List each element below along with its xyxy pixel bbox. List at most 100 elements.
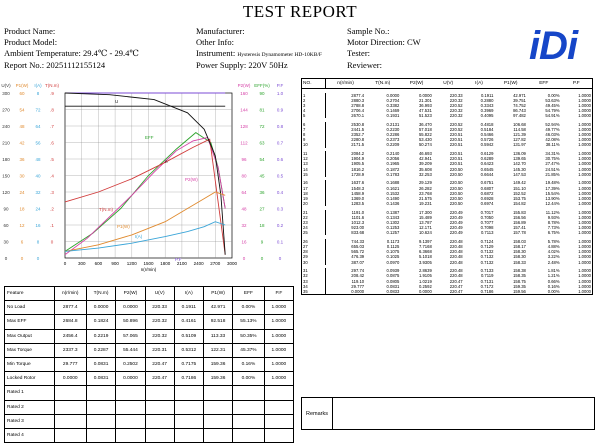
header-left: Product Name: Product Model: Ambient Tem… — [4, 26, 139, 71]
right-axis-tick: 48 — [241, 207, 247, 212]
feature-cell: 113.33 — [202, 328, 234, 344]
right-axis-tick: 80 — [241, 174, 247, 179]
table-cell: 157.41 — [513, 225, 526, 231]
series-line — [64, 191, 226, 252]
feature-row: Min Torque 29.777 0.0831 0.2502 220.47 0.7175… — [4, 356, 295, 373]
right-axis-tick: 0 — [279, 256, 282, 261]
group-spacer-cell — [301, 147, 593, 152]
table-cell: 1.0000 — [578, 195, 591, 201]
table-cell: 0.6644 — [480, 171, 494, 177]
reviewer-label: Reviewer: — [347, 59, 382, 70]
group-spacer — [301, 176, 593, 181]
table-cell: 1.0000 — [578, 254, 591, 260]
table-cell: 149.42 — [513, 180, 526, 186]
right-axis-tick: 0.1 — [277, 240, 284, 245]
table-cell: 153.75 — [513, 195, 526, 201]
table-cell: 1.0000 — [578, 278, 591, 284]
x-tick-label: 2100 — [177, 261, 188, 266]
performance-chart: 0 300 600 900 1200 1500 1800 2100 2400 2700 3000n(… — [1, 83, 284, 272]
table-cell: 17.300 — [418, 209, 432, 215]
feature-row: No Load 2877.4 0.0000 0.0000 220.33 0.1911 42.… — [4, 300, 295, 316]
table-cell: 0.1125 — [386, 244, 400, 250]
left-axis-tick: 12 — [19, 223, 25, 228]
feature-cell: Locked Rotor — [4, 371, 55, 387]
right-axis-tick: 160 — [240, 91, 248, 96]
table-row: 19 1369.0 0.1490 21.575 220.50 0.6928 153.75 13… — [301, 195, 593, 201]
table-cell: 24 — [301, 225, 326, 231]
table-cell: 156.56 — [513, 214, 526, 220]
left-axis-tick: 8 — [37, 240, 40, 245]
header-right: Sample No.: Motor Direction: CW Tester: … — [347, 26, 421, 71]
axis-header: T(N.m) — [45, 83, 59, 88]
feature-cell: No Load — [4, 300, 55, 316]
table-cell: 1.0000 — [578, 142, 591, 148]
table-cell: 142.70 — [513, 161, 526, 167]
table-cell: 0.1490 — [386, 195, 400, 201]
right-axis-tick: 36 — [259, 190, 265, 195]
table-cell: 22 — [301, 214, 326, 220]
table-cell: 158.75 — [513, 278, 526, 284]
table-cell: 30 — [301, 259, 326, 265]
right-axis-tick: 54 — [259, 157, 265, 162]
feature-cell: 92.518 — [202, 314, 234, 330]
table-cell: 159.35 — [513, 283, 526, 289]
x-axis-label: n(r/min) — [141, 267, 157, 272]
table-cell: 1 — [301, 92, 326, 98]
feature-cell: 1.0000 — [263, 300, 295, 316]
feature-cell: 0.0831 — [85, 356, 117, 373]
feature-col-header: P.F — [263, 285, 295, 302]
table-row: 6 2530.8 0.2131 36.470 220.52 0.4818 106.68 52.… — [301, 121, 593, 127]
feature-cell — [232, 399, 265, 415]
feature-cell — [202, 427, 234, 443]
right-axis-tick: 0 — [243, 256, 246, 261]
feature-cell — [115, 413, 146, 429]
feature-cell — [53, 427, 87, 443]
table-cell: 32 — [301, 273, 326, 279]
feature-cell: 0.4161 — [173, 314, 204, 330]
table-cell: 26 — [301, 238, 326, 245]
feature-cell: 0.2502 — [115, 356, 146, 373]
table-row: 32 208.42 0.0875 1.9105 220.48 0.7119 158.35 1.… — [301, 273, 593, 279]
table-cell: 0.0000 — [418, 92, 432, 98]
table-cell: 114.58 — [513, 126, 526, 132]
feature-cell: Max Output — [4, 328, 55, 344]
left-axis-tick: 32 — [35, 190, 41, 195]
right-axis-tick: 72 — [259, 124, 265, 129]
idi-logo: iDi — [529, 24, 580, 66]
test-data-col-header: T(N.m) — [365, 78, 401, 89]
table-cell: 0.7077 — [480, 219, 494, 225]
table-cell: 220.50 — [449, 171, 463, 177]
table-cell: 1.0000 — [578, 102, 591, 108]
table-cell: 121.39 — [513, 132, 526, 138]
table-cell: 0.2373 — [386, 137, 400, 143]
left-axis-tick: 90 — [3, 207, 9, 212]
table-cell: 7.73% — [547, 225, 560, 231]
feature-cell: 1.0000 — [263, 356, 295, 373]
feature-cell: Min Torque — [4, 356, 55, 373]
feature-row: Max Torque 2337.3 0.2287 55.444 220.31 0.5312… — [4, 342, 295, 358]
table-cell: 158.30 — [513, 254, 526, 260]
table-cell: 19.48% — [545, 180, 560, 186]
left-axis-tick: 18 — [19, 207, 25, 212]
table-row: 17 1548.3 0.1621 26.282 220.50 0.6807 151.10 17… — [301, 185, 593, 191]
table-cell: 1.0000 — [578, 219, 591, 225]
table-cell: 2 — [301, 97, 326, 103]
right-axis-tick: 90 — [259, 91, 265, 96]
table-cell: 0.4818 — [480, 121, 494, 127]
table-cell: 54.91% — [545, 113, 560, 119]
feature-cell — [144, 385, 175, 401]
table-cell: 0.1302 — [386, 219, 400, 225]
feature-col-header: U(V) — [144, 285, 175, 302]
table-cell: 220.48 — [449, 259, 463, 265]
table-cell: 1191.0 — [351, 209, 365, 215]
table-cell: 0.6545 — [480, 166, 494, 172]
right-axis-tick: 0.4 — [277, 190, 284, 195]
test-data-col-header: EFF — [526, 78, 561, 89]
table-cell: 119.10 — [351, 278, 365, 284]
table-cell: 2670.1 — [351, 113, 365, 119]
table-cell: 5 — [301, 113, 326, 119]
table-cell: 1.0219 — [418, 278, 432, 284]
feature-table: Feature n(r/min) T(N.m) P2(W) U(V) I(A) P1(W) E… — [4, 285, 295, 443]
table-row: 28 565.72 0.1075 6.3668 220.48 0.7132 158.30 4.… — [301, 249, 593, 255]
table-cell: 57.018 — [418, 126, 432, 132]
